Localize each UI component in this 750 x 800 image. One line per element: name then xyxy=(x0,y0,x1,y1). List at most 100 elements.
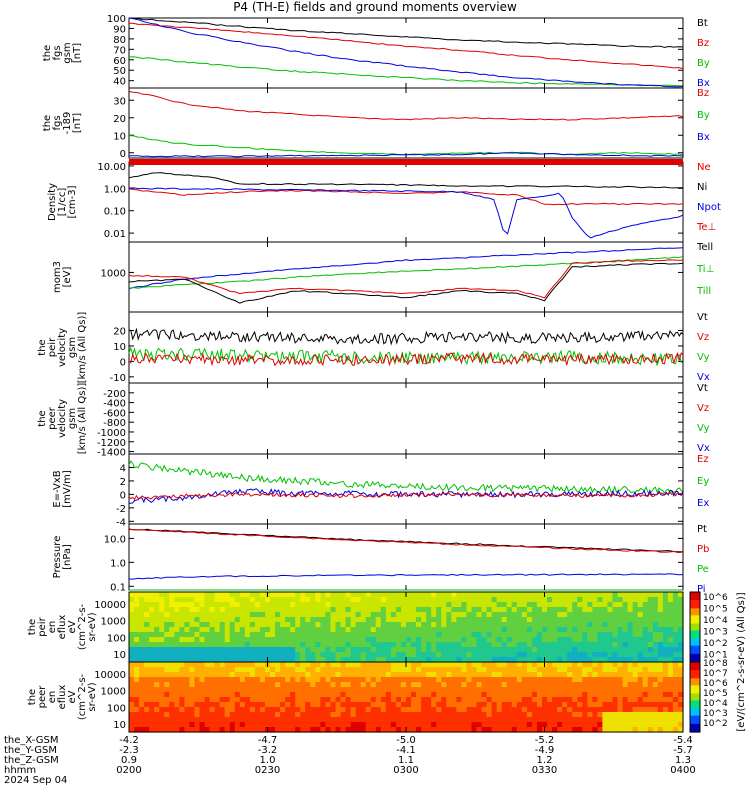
spectrogram-cell xyxy=(406,697,412,703)
spectrogram-cell xyxy=(491,622,498,628)
spectrogram-cell xyxy=(441,592,447,598)
spectrogram-cell xyxy=(345,607,352,613)
spectrogram-cell xyxy=(285,622,291,628)
spectrogram-cell xyxy=(662,697,669,703)
spectrogram-cell xyxy=(194,727,201,733)
spectrogram-cell xyxy=(436,712,442,718)
spectrogram-cell xyxy=(557,677,563,683)
series-fgs_gsm-By xyxy=(128,56,684,87)
spectrogram-cell xyxy=(647,652,654,658)
spectrogram-cell xyxy=(547,622,553,628)
spectrogram-cell xyxy=(521,642,528,648)
series-peir_vel-Vy xyxy=(128,346,684,366)
spectrogram-cell xyxy=(295,687,301,693)
spectrogram-cell xyxy=(577,697,583,703)
spectrogram-cell xyxy=(421,637,427,643)
spectrogram-cell xyxy=(179,707,185,713)
colorbar-peer-cell xyxy=(690,697,700,699)
spectrogram-cell xyxy=(541,677,548,683)
spectrogram-cell xyxy=(320,702,327,708)
spectrogram-cell xyxy=(536,592,543,598)
spectrogram-cell xyxy=(547,617,553,623)
spectrogram-cell xyxy=(531,612,538,618)
spectrogram-cell xyxy=(164,687,170,693)
series-peir_vel-Vt xyxy=(128,327,684,346)
spectrogram-cell xyxy=(320,697,327,703)
spectrogram-cell xyxy=(622,697,629,703)
spectrogram-cell xyxy=(536,612,543,618)
spectrogram-cell xyxy=(259,712,266,718)
spectrogram-cell xyxy=(134,667,140,673)
spectrogram-cell xyxy=(204,602,211,608)
panel-frame-density xyxy=(128,161,684,243)
spectrogram-cell xyxy=(496,637,503,643)
spectrogram-cell xyxy=(345,722,352,728)
spectrogram-cell xyxy=(154,637,160,643)
spectrogram-cell xyxy=(305,657,311,663)
spectrogram-cell xyxy=(622,662,629,668)
spectrogram-cell xyxy=(547,722,553,728)
spectrogram-cell xyxy=(234,677,241,683)
spectrogram-cell xyxy=(259,657,266,663)
spectrogram-cell xyxy=(305,607,311,613)
spectrogram-cell xyxy=(395,637,402,643)
spectrogram-cell xyxy=(562,707,568,713)
spectrogram-cell xyxy=(239,692,246,698)
spectrogram-cell xyxy=(667,642,674,648)
spectrogram-cell xyxy=(139,617,145,623)
spectrogram-cell xyxy=(541,617,548,623)
spectrogram-cell xyxy=(385,662,392,668)
spectrogram-cell xyxy=(471,677,478,683)
spectrogram-cell xyxy=(199,617,206,623)
spectrogram-cell xyxy=(647,597,654,603)
spectrogram-cell xyxy=(597,592,604,598)
spectrogram-cell xyxy=(325,682,332,688)
spectrogram-cell xyxy=(597,617,604,623)
spectrogram-cell xyxy=(199,712,206,718)
spectrogram-cell xyxy=(657,687,664,693)
spectrogram-cell xyxy=(587,592,593,598)
spectrogram-cell xyxy=(677,642,684,648)
spectrogram-cell xyxy=(481,662,488,668)
spectrogram-cell xyxy=(426,647,432,653)
spectrogram-cell xyxy=(421,722,427,728)
spectrogram-cell xyxy=(355,647,362,653)
spectrogram-cell xyxy=(320,662,327,668)
spectrogram-cell xyxy=(536,627,543,633)
spectrogram-cell xyxy=(325,722,332,728)
spectrogram-cell xyxy=(164,592,170,598)
spectrogram-cell xyxy=(395,597,402,603)
spectrogram-cell xyxy=(360,612,367,618)
spectrogram-cell xyxy=(209,677,216,683)
colorbar-peer-cell xyxy=(690,727,700,730)
spectrogram-cell xyxy=(486,607,493,613)
spectrogram-cell xyxy=(350,597,357,603)
spectrogram-cell xyxy=(370,662,377,668)
spectrogram-cell xyxy=(169,652,175,658)
spectrogram-cell xyxy=(340,712,347,718)
spectrogram-cell xyxy=(390,687,397,693)
spectrogram-cell xyxy=(199,692,206,698)
ytick-label: 0 xyxy=(120,149,126,160)
spectrogram-cell xyxy=(219,667,226,673)
spectrogram-cell xyxy=(592,672,598,678)
spectrogram-cell xyxy=(179,617,185,623)
spectrogram-cell xyxy=(270,672,276,678)
spectrogram-cell xyxy=(657,697,664,703)
spectrogram-cell xyxy=(270,722,276,728)
spectrogram-cell xyxy=(642,597,649,603)
spectrogram-cell xyxy=(486,592,493,598)
spectrogram-cell xyxy=(481,657,488,663)
spectrogram-cell xyxy=(310,637,316,643)
spectrogram-cell xyxy=(562,627,568,633)
spectrogram-cell xyxy=(441,687,447,693)
spectrogram-cell xyxy=(239,612,246,618)
spectrogram-cell xyxy=(179,722,185,728)
spectrogram-cell xyxy=(416,622,422,628)
spectrogram-cell xyxy=(400,682,407,688)
spectrogram-cell xyxy=(229,602,236,608)
spectrogram-cell xyxy=(521,602,528,608)
spectrogram-cell xyxy=(552,642,558,648)
spectrogram-cell xyxy=(562,722,568,728)
spectrogram-cell xyxy=(134,677,140,683)
